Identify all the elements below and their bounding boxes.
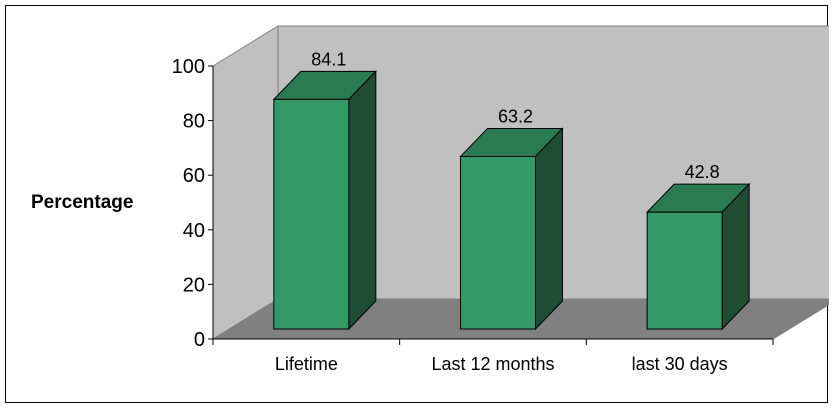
y-axis-label: Percentage	[31, 192, 133, 213]
bar-side	[348, 70, 377, 331]
bar	[273, 98, 350, 330]
chart-plot: 0 20 40 60 80 100 84.1 Lifetime 63.2 Last 12 mont…	[31, 25, 829, 374]
side-wall	[212, 25, 279, 340]
y-tick-label: 40	[183, 220, 205, 242]
y-tick-label: 100	[172, 56, 205, 78]
bar-side	[535, 127, 563, 331]
x-category-label: last 30 days	[632, 354, 728, 374]
bar	[646, 211, 723, 330]
bar	[460, 155, 536, 330]
x-category-label: Last 12 months	[431, 354, 554, 374]
data-label: 84.1	[311, 49, 346, 69]
y-tick-label: 60	[183, 165, 205, 187]
y-tick-label: 0	[194, 329, 205, 351]
data-label: 63.2	[498, 106, 533, 126]
y-tick-label: 20	[183, 274, 205, 296]
x-category-label: Lifetime	[275, 354, 338, 374]
data-label: 42.8	[685, 162, 720, 182]
chart-frame: 0 20 40 60 80 100 84.1 Lifetime 63.2 Last 12 mont…	[5, 5, 829, 403]
y-tick-label: 80	[183, 111, 205, 133]
